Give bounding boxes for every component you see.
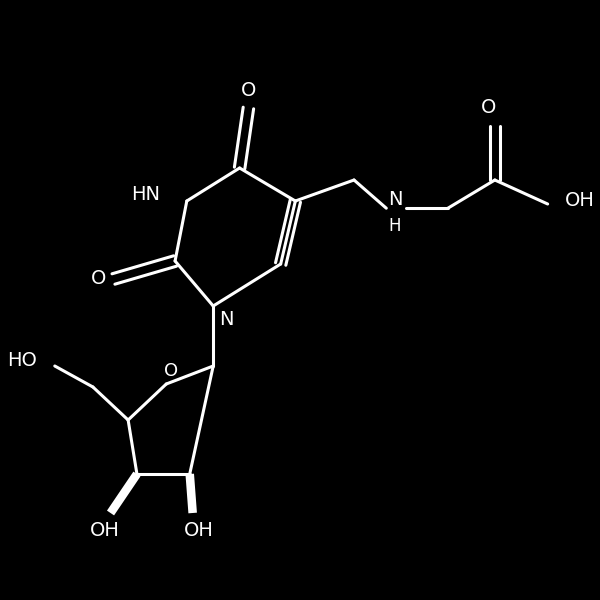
Text: N: N [219, 310, 233, 329]
Text: HN: HN [131, 185, 160, 205]
Text: N: N [388, 190, 403, 209]
Text: OH: OH [565, 191, 595, 211]
Text: O: O [241, 80, 256, 100]
Text: O: O [164, 362, 178, 380]
Text: O: O [481, 98, 497, 118]
Text: HO: HO [7, 350, 37, 370]
Text: OH: OH [184, 521, 214, 541]
Text: H: H [389, 217, 401, 235]
Text: OH: OH [90, 521, 119, 541]
Text: O: O [91, 269, 106, 289]
